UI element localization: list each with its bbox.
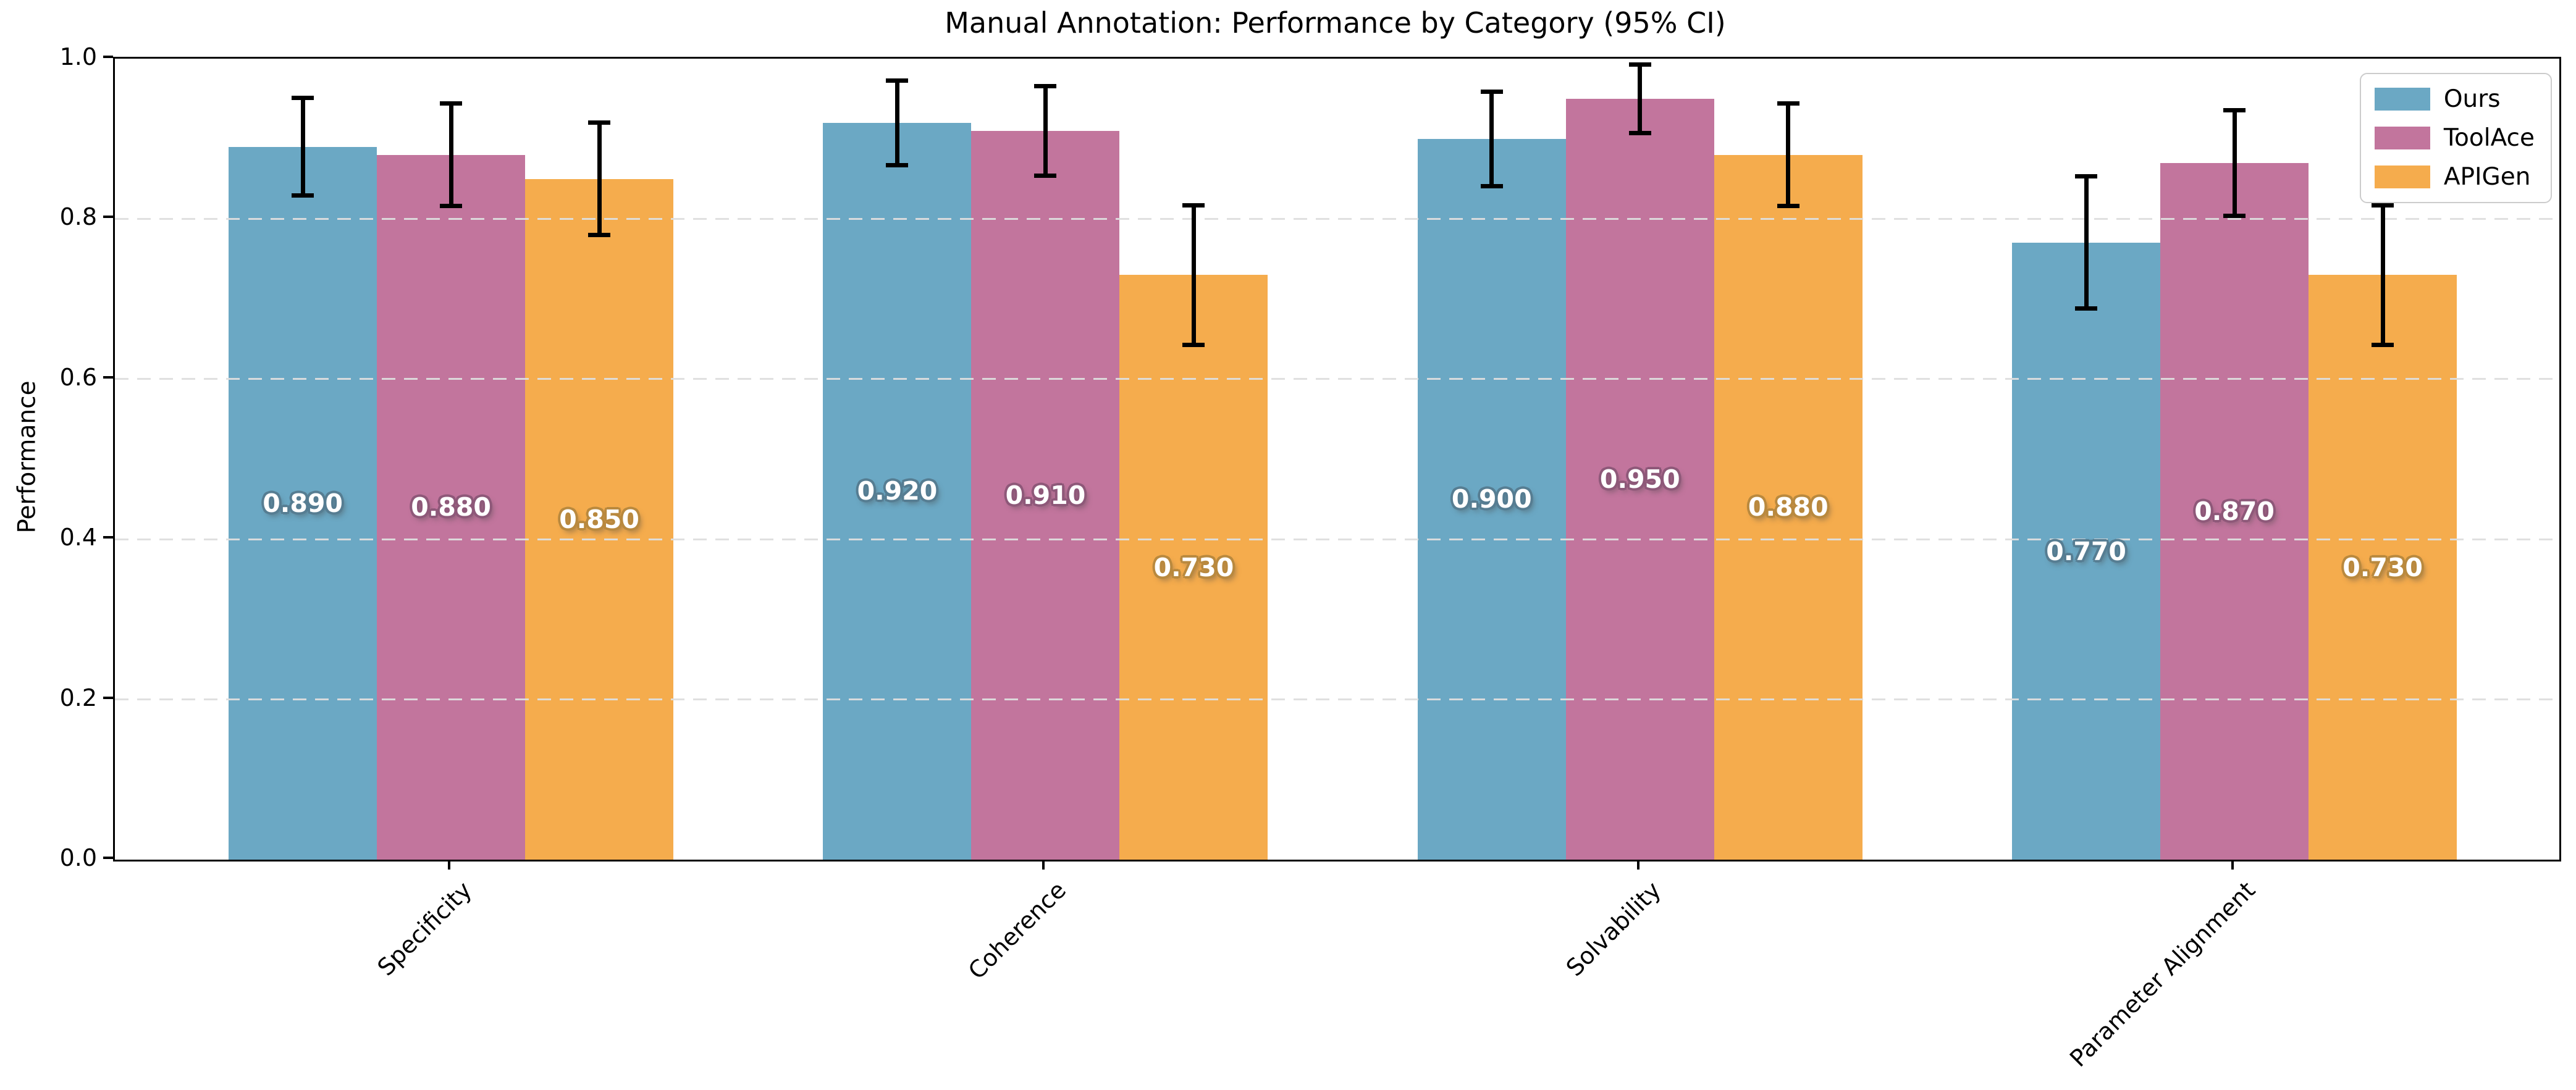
- legend-item: APIGen: [2374, 163, 2535, 191]
- error-bar-cap-top: [1182, 203, 1205, 208]
- error-bar-cap-bottom: [2372, 342, 2394, 347]
- y-axis-label: Performance: [13, 380, 41, 534]
- error-bar-cap-bottom: [292, 193, 314, 198]
- bar-value-label: 0.730: [2342, 552, 2423, 582]
- x-tick-mark: [2231, 860, 2234, 870]
- y-tick-label: 0.6: [59, 363, 97, 391]
- error-bar: [2232, 110, 2237, 216]
- x-tick-label: Specificity: [372, 876, 478, 981]
- legend-swatch: [2374, 166, 2430, 188]
- error-bar-cap-top: [2372, 203, 2394, 208]
- y-tick-mark: [103, 857, 113, 859]
- bar-value-label: 0.870: [2194, 496, 2275, 526]
- bar: [1714, 154, 1863, 860]
- y-tick-mark: [103, 56, 113, 58]
- error-bar: [1638, 64, 1643, 133]
- bar-value-label: 0.910: [1005, 480, 1086, 510]
- bar-value-label: 0.950: [1599, 464, 1680, 494]
- bar-value-label: 0.880: [1748, 492, 1829, 522]
- error-bar-cap-top: [886, 78, 909, 83]
- error-bar-cap-bottom: [1480, 183, 1503, 188]
- bar-value-label: 0.890: [263, 488, 343, 518]
- x-tick-mark: [1636, 860, 1639, 870]
- x-tick-label: Solvability: [1560, 876, 1666, 982]
- bar-value-label: 0.880: [411, 492, 491, 522]
- error-bar-cap-bottom: [886, 163, 909, 167]
- error-bar-cap-bottom: [1182, 342, 1205, 347]
- y-tick-label: 0.8: [59, 203, 97, 231]
- error-bar-cap-bottom: [1628, 131, 1651, 136]
- bar-value-label: 0.920: [857, 476, 938, 506]
- x-tick-label: Coherence: [963, 876, 1072, 985]
- y-tick-mark: [103, 696, 113, 699]
- bar: [971, 130, 1120, 860]
- bar: [823, 122, 972, 860]
- error-bar-cap-top: [1777, 101, 1799, 106]
- error-bar-cap-top: [2223, 107, 2246, 112]
- error-bar: [597, 122, 602, 235]
- bar: [1119, 275, 1268, 860]
- bar: [2309, 275, 2457, 860]
- gridline: [115, 538, 2559, 540]
- error-bar-cap-bottom: [2075, 306, 2098, 311]
- bar: [525, 178, 674, 860]
- error-bar-cap-top: [588, 120, 611, 125]
- error-bar-cap-top: [1034, 83, 1057, 88]
- bar: [2012, 243, 2161, 860]
- error-bar: [1786, 103, 1791, 206]
- plot-area: Ours ToolAce APIGen 0.890 0.880 0.850 0.920 0.…: [113, 57, 2561, 862]
- x-tick-mark: [1042, 860, 1045, 870]
- bar: [229, 146, 377, 860]
- legend-item: ToolAce: [2374, 124, 2535, 152]
- y-tick-mark: [103, 375, 113, 379]
- error-bar-cap-top: [2075, 174, 2098, 179]
- bar-value-label: 0.900: [1451, 484, 1532, 514]
- legend-label: Ours: [2443, 85, 2501, 113]
- bar-value-label: 0.770: [2046, 536, 2126, 566]
- y-tick-label: 0.4: [59, 524, 97, 551]
- legend-label: APIGen: [2443, 163, 2531, 191]
- gridline: [115, 217, 2559, 220]
- error-bar-cap-bottom: [588, 232, 611, 237]
- x-tick-label: Parameter Alignment: [2065, 876, 2261, 1073]
- bar: [1565, 98, 1714, 860]
- bar-value-label: 0.850: [559, 504, 639, 534]
- gridline: [115, 378, 2559, 380]
- error-bar-cap-bottom: [1034, 173, 1057, 178]
- y-tick-label: 0.0: [59, 844, 97, 871]
- error-bar: [300, 98, 305, 196]
- legend-swatch: [2374, 127, 2430, 149]
- gridline: [115, 698, 2559, 701]
- error-bar: [1043, 86, 1048, 176]
- error-bar: [894, 80, 899, 166]
- chart-title: Manual Annotation: Performance by Catego…: [945, 6, 1726, 40]
- legend: Ours ToolAce APIGen: [2359, 73, 2552, 203]
- y-tick-label: 0.2: [59, 684, 97, 711]
- y-tick-mark: [103, 216, 113, 219]
- error-bar-cap-bottom: [440, 204, 463, 209]
- error-bar-cap-top: [440, 101, 463, 106]
- bar: [377, 154, 526, 860]
- error-bar: [448, 103, 453, 206]
- error-bar-cap-top: [1480, 89, 1503, 94]
- y-tick-label: 1.0: [59, 43, 97, 70]
- legend-item: Ours: [2374, 85, 2535, 113]
- error-bar-cap-bottom: [2223, 213, 2246, 218]
- error-bar: [1191, 205, 1196, 345]
- bar: [1417, 138, 1566, 860]
- error-bar: [1489, 91, 1494, 187]
- y-tick-mark: [103, 536, 113, 539]
- error-bar: [2380, 205, 2385, 345]
- error-bar-cap-bottom: [1777, 204, 1799, 209]
- error-bar-cap-top: [292, 96, 314, 101]
- bar: [2160, 162, 2309, 860]
- bar-value-label: 0.730: [1153, 552, 1234, 582]
- error-bar-cap-top: [1628, 62, 1651, 67]
- legend-swatch: [2374, 88, 2430, 111]
- x-tick-mark: [448, 860, 451, 870]
- error-bar: [2084, 176, 2089, 309]
- legend-label: ToolAce: [2443, 124, 2535, 152]
